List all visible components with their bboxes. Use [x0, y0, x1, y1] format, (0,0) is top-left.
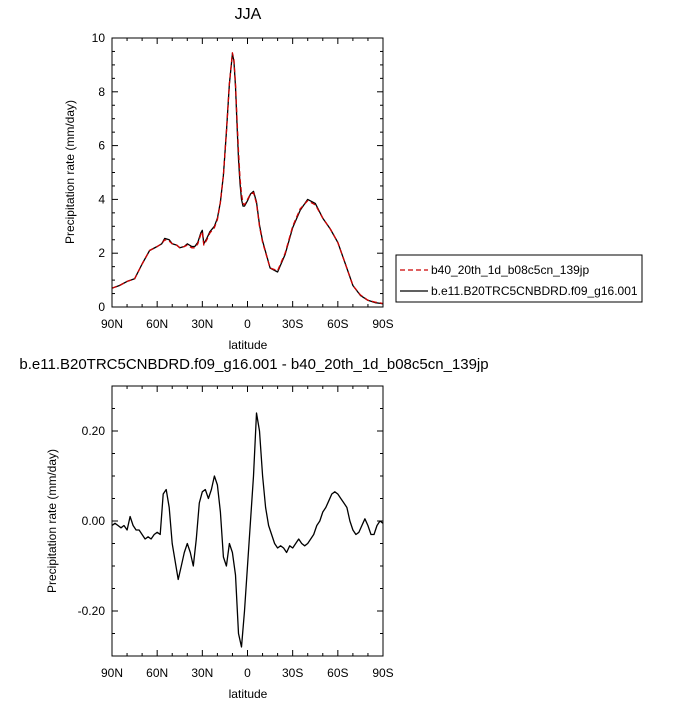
- bottom-chart-xtick-label: 0: [244, 666, 251, 680]
- top-chart-xtick-label: 60S: [327, 317, 348, 331]
- top-chart-series-line-1: [111, 52, 384, 305]
- top-chart-ylabel: Precipitation rate (mm/day): [63, 100, 77, 244]
- bottom-chart-series: [111, 412, 384, 648]
- bottom-chart-series-line-1: [111, 412, 384, 648]
- bottom-chart: b.e11.B20TRC5CNBDRD.f09_g16.001 - b40_20…: [19, 356, 488, 701]
- top-chart-xtick-label: 30N: [191, 317, 213, 331]
- top-chart-xtick-label: 60N: [146, 317, 168, 331]
- top-chart-xtick-label: 0: [244, 317, 251, 331]
- legend: b40_20th_1d_b08c5cn_139jp b.e11.B20TRC5C…: [395, 254, 643, 303]
- top-chart-series-line-2: [111, 53, 384, 305]
- top-chart-series: [111, 52, 384, 305]
- bottom-chart-ytick-label: 0.00: [82, 514, 106, 528]
- top-chart-xtick-label: 30S: [282, 317, 303, 331]
- top-chart-ytick-label: 10: [92, 31, 106, 45]
- top-chart-title: JJA: [235, 6, 262, 23]
- bottom-chart-title: b.e11.B20TRC5CNBDRD.f09_g16.001 - b40_20…: [19, 356, 488, 373]
- bottom-chart-ytick-label: -0.20: [78, 604, 106, 618]
- bottom-chart-xtick-label: 60S: [327, 666, 348, 680]
- top-chart-xlabel: latitude: [229, 338, 268, 352]
- bottom-chart-xtick-label: 30S: [282, 666, 303, 680]
- top-chart-frame: [111, 37, 384, 308]
- legend-box: [395, 254, 643, 303]
- top-chart-axes: 90N 60N 30N 0 30S 60S 90S 0 2 4 6 8 10: [92, 31, 394, 331]
- top-chart-ytick-label: 6: [98, 139, 105, 153]
- top-chart-ytick-label: 4: [98, 192, 105, 206]
- bottom-chart-xtick-label: 90N: [101, 666, 123, 680]
- legend-label-series-1: b40_20th_1d_b08c5cn_139jp: [431, 263, 589, 277]
- bottom-chart-ylabel: Precipitation rate (mm/day): [45, 449, 59, 593]
- top-chart-ytick-label: 8: [98, 85, 105, 99]
- top-chart-ytick-label: 0: [98, 300, 105, 314]
- bottom-chart-xtick-label: 60N: [146, 666, 168, 680]
- bottom-chart-xlabel: latitude: [229, 687, 268, 701]
- top-chart-ytick-label: 2: [98, 246, 105, 260]
- bottom-chart-frame: [111, 385, 384, 657]
- bottom-chart-xtick-label: 30N: [191, 666, 213, 680]
- top-chart-xtick-label: 90S: [372, 317, 393, 331]
- bottom-chart-axes: 90N 60N 30N 0 30S 60S 90S 0.20 0.00 -0.20: [78, 385, 394, 680]
- bottom-chart-ytick-label: 0.20: [82, 424, 106, 438]
- legend-label-series-2: b.e11.B20TRC5CNBDRD.f09_g16.001: [431, 284, 638, 298]
- top-chart-xtick-label: 90N: [101, 317, 123, 331]
- bottom-chart-xtick-label: 90S: [372, 666, 393, 680]
